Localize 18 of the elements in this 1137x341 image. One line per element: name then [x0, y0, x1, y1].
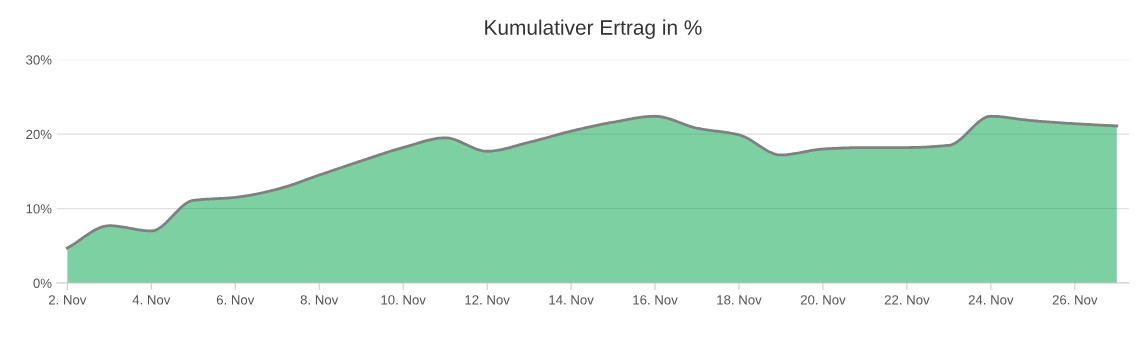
x-tick-label: 18. Nov [717, 295, 762, 305]
x-tick-label: 22. Nov [884, 295, 930, 305]
x-tick-label: 2. Nov [48, 295, 87, 305]
x-tick-label: 26. Nov [1052, 295, 1098, 305]
x-tick-label: 6. Nov [216, 295, 255, 305]
x-tick-label: 8. Nov [300, 295, 339, 305]
y-tick-label: 10% [26, 204, 52, 214]
x-tick-label: 24. Nov [968, 295, 1014, 305]
x-tick-label: 20. Nov [800, 295, 846, 305]
x-tick-label: 10. Nov [381, 295, 426, 305]
y-tick-label: 0% [33, 278, 52, 288]
chart-title: Kumulativer Ertrag in % [485, 19, 702, 39]
y-tick-label: 30% [26, 55, 52, 65]
x-tick-label: 16. Nov [633, 295, 678, 305]
x-tick-label: 12. Nov [465, 295, 510, 305]
x-tick-label: 14. Nov [549, 295, 594, 305]
y-tick-label: 20% [26, 129, 52, 140]
x-tick-label: 4. Nov [132, 295, 171, 305]
